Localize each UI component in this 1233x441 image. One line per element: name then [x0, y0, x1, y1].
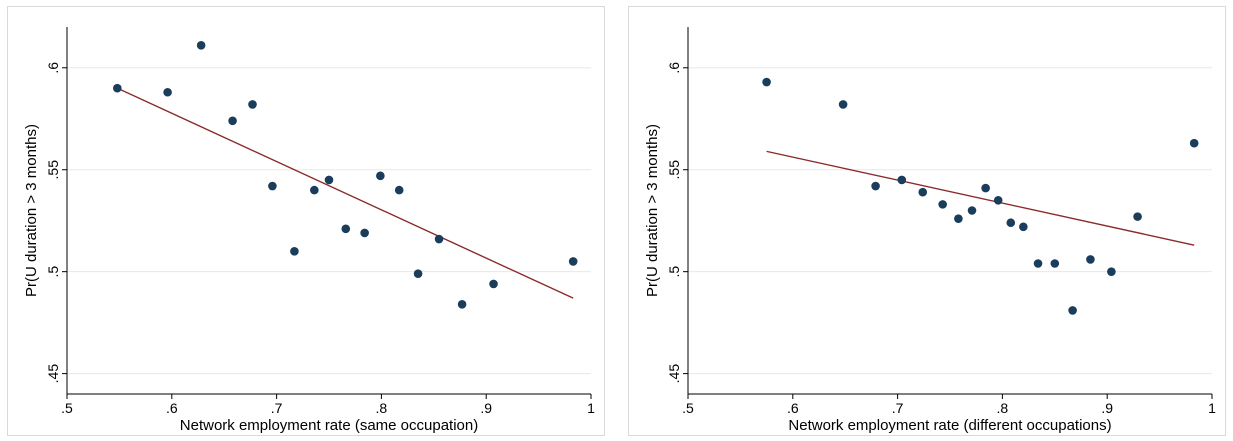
scatter-point — [838, 100, 848, 109]
scatter-point — [290, 246, 299, 256]
y-tick-label: .5 — [45, 266, 61, 278]
scatter-point — [310, 185, 319, 195]
scatter-point — [954, 214, 963, 223]
scatter-point — [268, 181, 277, 191]
x-tick-label: .7 — [271, 400, 283, 416]
chart-panel-left: .45.5.55.6.5.6.7.8.9 1 Network employment … — [7, 6, 605, 436]
scatter-point — [871, 181, 880, 191]
x-tick-label: .5 — [682, 400, 694, 416]
scatter-point — [1019, 222, 1028, 232]
y-tick-label: .6 — [666, 62, 682, 74]
y-axis-title: Pr(U duration > 3 months) — [644, 124, 661, 297]
scatter-point — [967, 206, 977, 215]
scatter-point — [993, 196, 1003, 205]
scatter-point — [762, 77, 771, 87]
x-tick-label: 1 — [587, 400, 595, 416]
scatter-point — [434, 234, 444, 244]
x-tick-label: .9 — [1101, 400, 1113, 416]
x-axis-title: Network employment rate (different occup… — [788, 417, 1111, 434]
x-tick-label: .8 — [376, 400, 388, 416]
scatter-point — [1033, 259, 1043, 268]
scatter-point — [394, 185, 404, 195]
fitted-line — [117, 87, 574, 299]
x-tick-label: .9 — [480, 400, 492, 416]
scatter-point — [324, 175, 334, 185]
y-tick-label: .55 — [666, 160, 682, 180]
scatter-point — [1006, 218, 1016, 228]
scatter-point — [228, 116, 237, 126]
y-tick-label: .55 — [45, 160, 61, 180]
scatter-point — [163, 87, 172, 97]
scatter-point — [918, 187, 928, 197]
x-axis-title: Network employment rate (same occupation… — [180, 417, 478, 434]
scatter-point — [1189, 138, 1199, 148]
scatter-point — [1050, 259, 1060, 268]
y-tick-label: .5 — [666, 266, 682, 278]
scatter-point — [981, 183, 990, 193]
x-tick-label: .6 — [166, 400, 178, 416]
scatter-point — [1107, 267, 1116, 276]
scatter-point — [938, 200, 947, 209]
scatter-point — [897, 175, 907, 185]
scatter-point — [1133, 212, 1142, 221]
x-tick-label: .8 — [997, 400, 1009, 416]
scatter-point — [248, 100, 257, 109]
scatter-point — [113, 83, 122, 93]
x-tick-label: .5 — [61, 400, 73, 416]
y-axis-title: Pr(U duration > 3 months) — [23, 124, 40, 297]
scatter-point — [457, 299, 467, 309]
y-tick-label: .45 — [666, 364, 682, 384]
scatter-point — [341, 224, 351, 234]
x-tick-label: .6 — [787, 400, 799, 416]
scatter-point — [196, 41, 206, 50]
scatter-point — [1086, 255, 1095, 264]
x-tick-label: .7 — [892, 400, 904, 416]
y-tick-label: .6 — [45, 62, 61, 74]
fitted-line — [766, 150, 1195, 246]
chart-panel-right: .45.5.55.6.5.6.7.8.9 1 Network employment … — [628, 6, 1226, 436]
scatter-point — [413, 269, 423, 279]
x-tick-label: 1 — [1208, 400, 1216, 416]
scatter-point — [360, 228, 369, 238]
scatter-point — [568, 257, 578, 266]
scatter-point — [489, 279, 498, 289]
y-tick-label: .45 — [45, 364, 61, 384]
scatter-point — [1068, 306, 1077, 315]
scatter-point — [376, 171, 385, 181]
